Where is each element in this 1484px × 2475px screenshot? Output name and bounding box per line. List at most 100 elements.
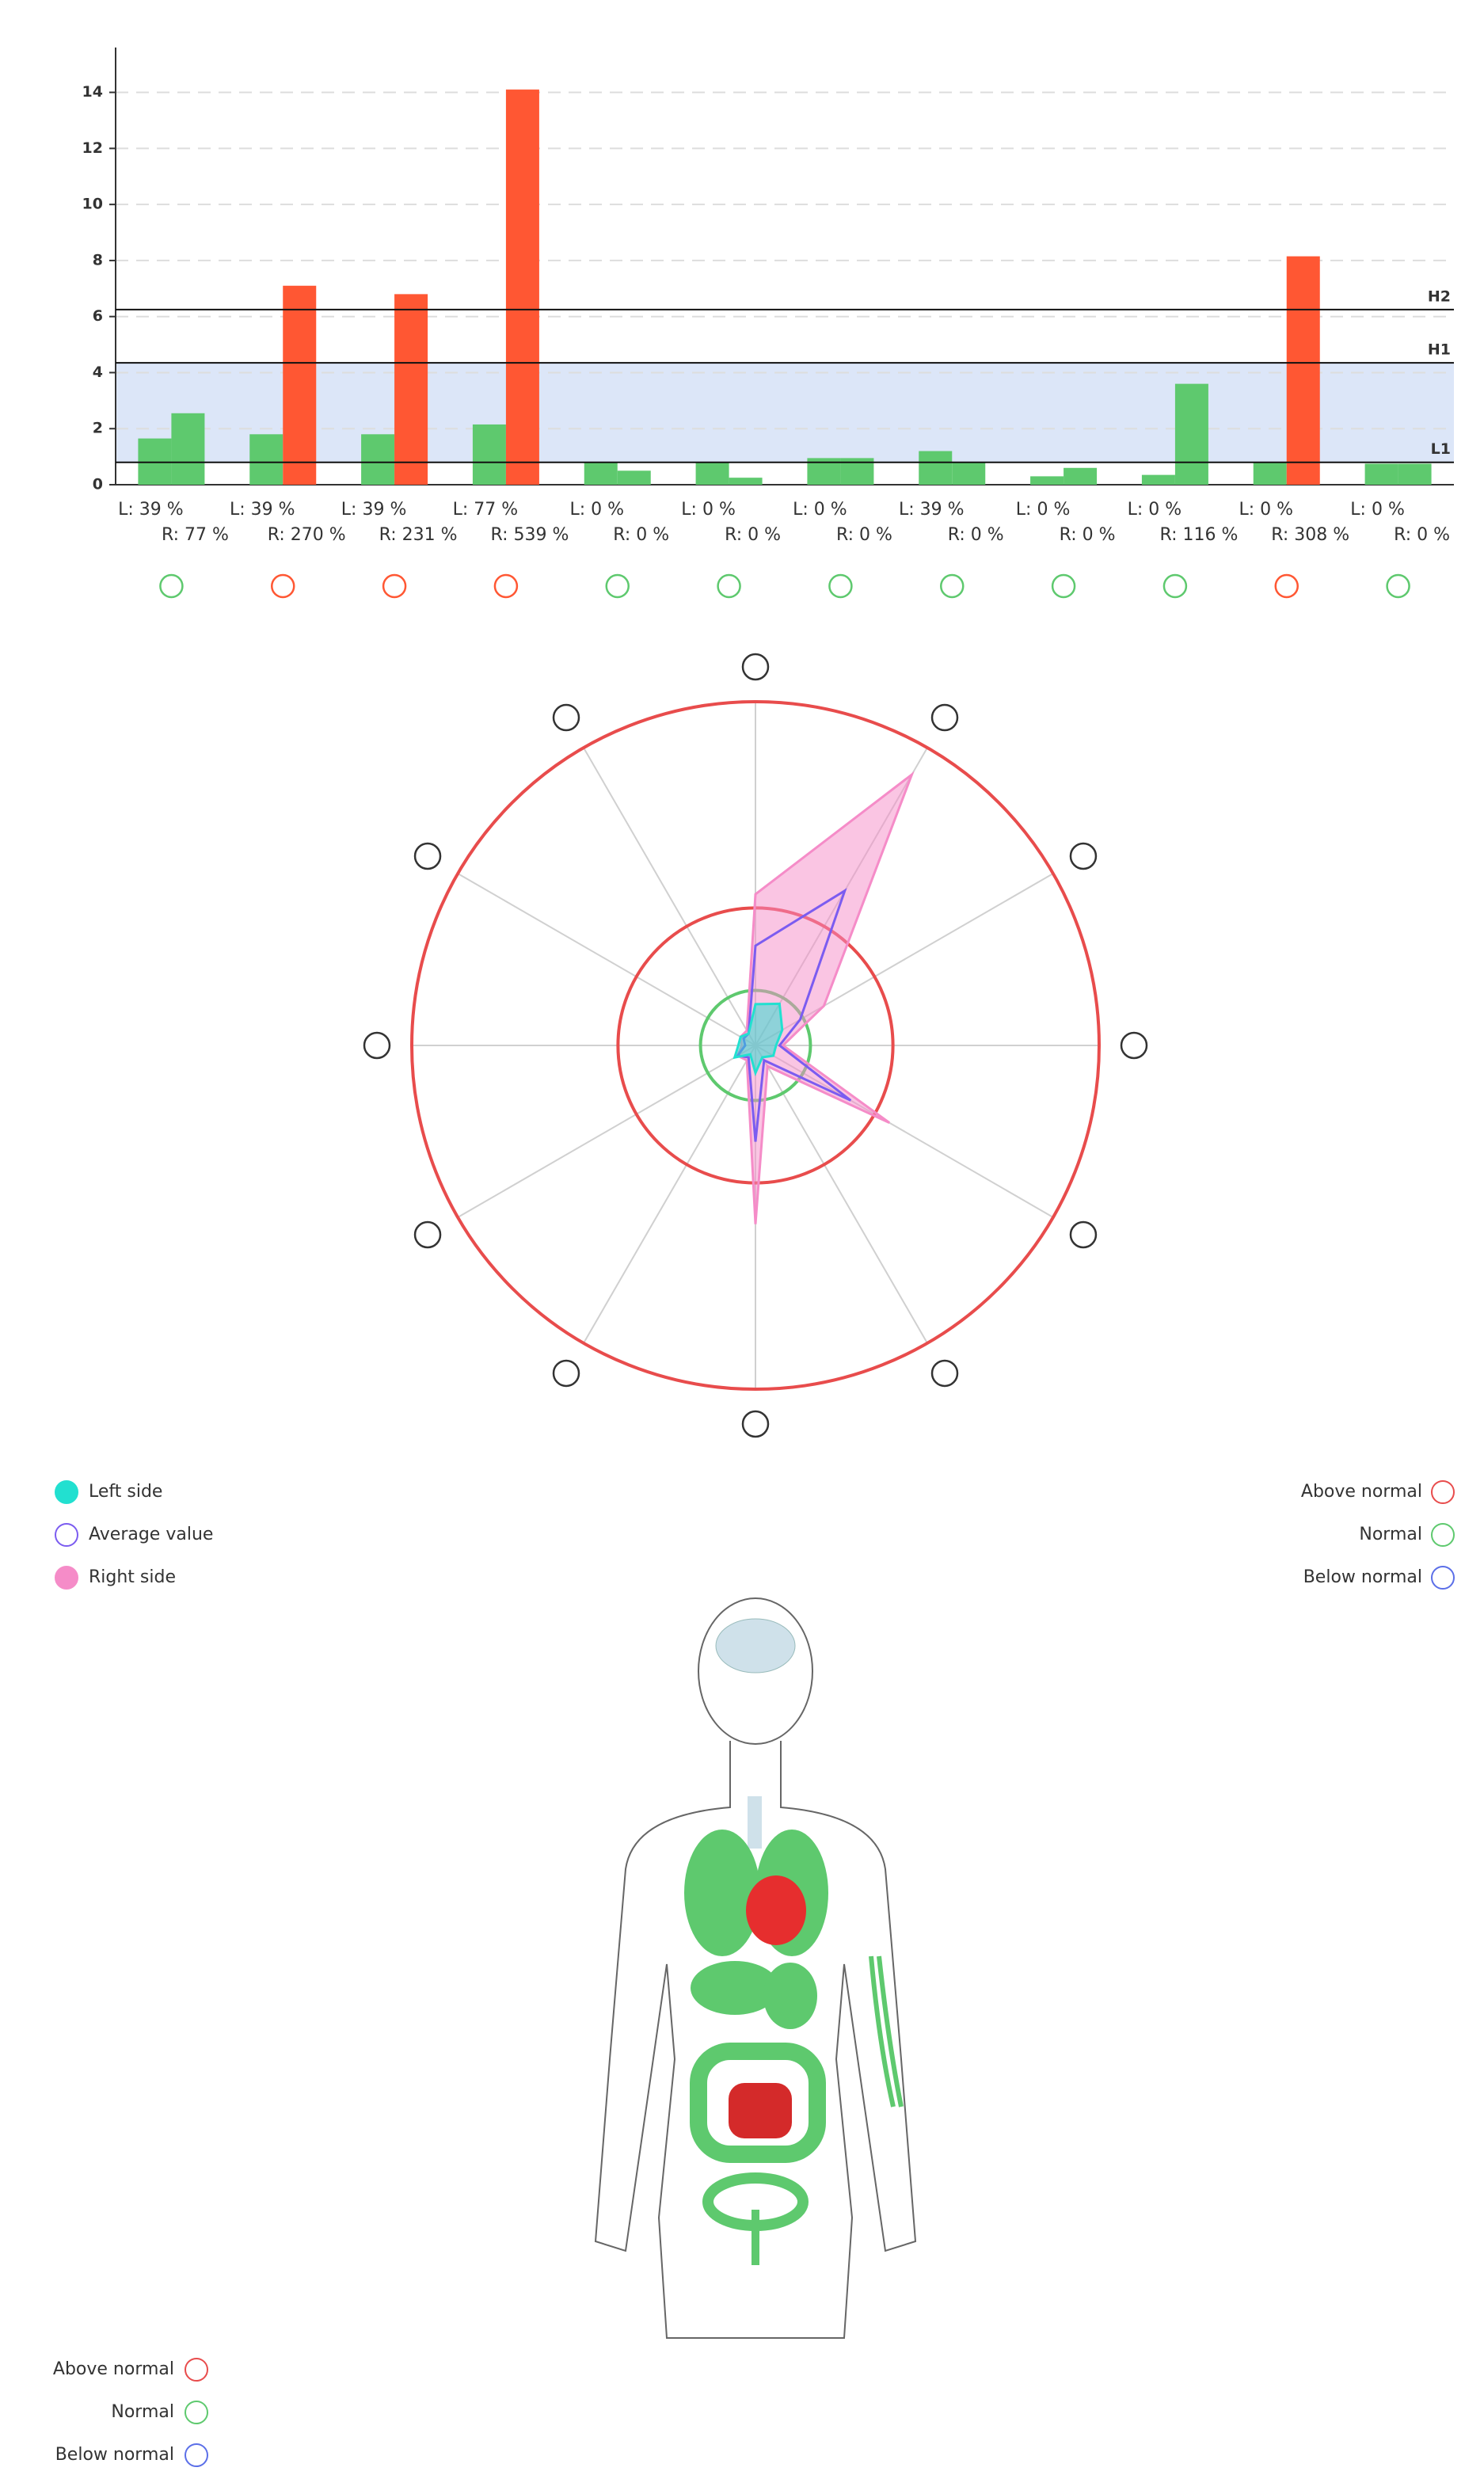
organ-icon bbox=[1121, 1033, 1147, 1058]
spoke bbox=[584, 748, 755, 1045]
stomach bbox=[763, 1963, 817, 2029]
left-annotation: L: 0 % bbox=[793, 500, 847, 520]
status-marker bbox=[1432, 1567, 1454, 1589]
left-lung bbox=[684, 1830, 760, 1956]
right-annotation: R: 539 % bbox=[490, 525, 569, 545]
left-bar bbox=[584, 463, 618, 485]
y-tick-label: 12 bbox=[82, 139, 103, 157]
page: 02468101214L: 39 %R: 77 %L: 39 %R: 270 %… bbox=[0, 0, 1484, 2475]
organ-icon bbox=[160, 575, 182, 597]
legend-label: Right side bbox=[89, 1567, 176, 1587]
organ-icon bbox=[1052, 575, 1075, 597]
organ-icon bbox=[743, 654, 768, 680]
right-bar bbox=[283, 286, 316, 485]
right-bar bbox=[171, 413, 204, 485]
organ-icon bbox=[743, 1411, 768, 1437]
left-annotation: L: 77 % bbox=[453, 500, 519, 520]
right-bar bbox=[729, 478, 763, 485]
organ-icon bbox=[554, 705, 579, 730]
organ-icon bbox=[1071, 1222, 1096, 1247]
left-annotation: L: 0 % bbox=[681, 500, 736, 520]
organ-icon bbox=[829, 575, 851, 597]
right-annotation: R: 231 % bbox=[379, 525, 458, 545]
status-marker bbox=[1432, 1524, 1454, 1546]
right-annotation: R: 0 % bbox=[1060, 525, 1116, 545]
heart bbox=[746, 1875, 806, 1945]
right-bar bbox=[952, 463, 985, 485]
right-annotation: R: 0 % bbox=[725, 525, 781, 545]
body-diagram bbox=[596, 1598, 915, 2338]
right-annotation: R: 0 % bbox=[613, 525, 669, 545]
right-bar bbox=[1398, 463, 1432, 485]
organ-icon bbox=[383, 575, 405, 597]
status-label: Above normal bbox=[53, 2359, 174, 2379]
right-annotation: R: 77 % bbox=[162, 525, 229, 545]
right-bar bbox=[506, 89, 539, 485]
y-tick-label: 14 bbox=[82, 83, 103, 101]
left-annotation: L: 0 % bbox=[1350, 500, 1405, 520]
brain bbox=[716, 1619, 795, 1673]
right-bar bbox=[394, 294, 428, 485]
right-annotation: R: 0 % bbox=[836, 525, 892, 545]
status-marker bbox=[1432, 1481, 1454, 1503]
organ-icon bbox=[1071, 843, 1096, 869]
organ-icon bbox=[415, 1222, 440, 1247]
organ-icon bbox=[554, 1361, 579, 1386]
y-tick-label: 0 bbox=[93, 476, 103, 493]
status-label: Above normal bbox=[1301, 1482, 1422, 1502]
organ-icon bbox=[932, 1361, 957, 1386]
right-bar bbox=[1064, 468, 1097, 485]
left-annotation: L: 39 % bbox=[899, 500, 965, 520]
y-tick-label: 8 bbox=[93, 251, 103, 268]
organ-icon bbox=[415, 843, 440, 869]
legend-marker bbox=[55, 1567, 78, 1589]
legend-marker bbox=[55, 1481, 78, 1503]
left-bar bbox=[1030, 476, 1064, 485]
y-tick-label: 2 bbox=[93, 420, 103, 437]
right-annotation: R: 308 % bbox=[1271, 525, 1349, 545]
left-annotation: L: 0 % bbox=[569, 500, 624, 520]
left-bar bbox=[473, 425, 506, 485]
left-bar bbox=[1142, 475, 1175, 485]
left-bar bbox=[919, 451, 952, 485]
right-bar bbox=[1287, 257, 1320, 485]
right-bar bbox=[1175, 384, 1208, 485]
status-label: Below normal bbox=[55, 2445, 174, 2465]
dashboard: 02468101214L: 39 %R: 77 %L: 39 %R: 270 %… bbox=[0, 0, 1484, 2475]
organ-icon bbox=[1164, 575, 1186, 597]
organ-icon bbox=[718, 575, 740, 597]
status-marker bbox=[185, 2444, 207, 2466]
status-marker bbox=[185, 2401, 207, 2424]
left-bar bbox=[249, 434, 283, 485]
left-annotation: L: 39 % bbox=[230, 500, 295, 520]
status-label: Normal bbox=[1359, 1525, 1422, 1544]
right-bar bbox=[618, 470, 651, 485]
y-tick-label: 6 bbox=[93, 307, 103, 325]
status-label: Normal bbox=[111, 2402, 174, 2422]
reference-label: H1 bbox=[1428, 341, 1451, 359]
reference-label: H2 bbox=[1428, 287, 1451, 305]
organ-icon bbox=[495, 575, 517, 597]
organ-icon bbox=[932, 705, 957, 730]
left-bar bbox=[1254, 463, 1287, 485]
organ-icon bbox=[272, 575, 294, 597]
organ-icon bbox=[941, 575, 963, 597]
legend-marker bbox=[55, 1524, 78, 1546]
y-tick-label: 4 bbox=[93, 364, 103, 381]
left-annotation: L: 39 % bbox=[118, 500, 184, 520]
left-annotation: L: 39 % bbox=[341, 500, 407, 520]
left-bar bbox=[696, 463, 729, 485]
left-bar bbox=[361, 434, 394, 485]
left-bar bbox=[1365, 463, 1398, 485]
right-annotation: R: 116 % bbox=[1159, 525, 1238, 545]
left-annotation: L: 0 % bbox=[1128, 500, 1182, 520]
spoke bbox=[584, 1045, 755, 1343]
legend-label: Left side bbox=[89, 1482, 162, 1502]
reference-label: L1 bbox=[1431, 440, 1451, 458]
legend-label: Average value bbox=[89, 1525, 213, 1544]
intestine bbox=[729, 2083, 792, 2138]
left-annotation: L: 0 % bbox=[1016, 500, 1071, 520]
left-annotation: L: 0 % bbox=[1239, 500, 1293, 520]
organ-icon bbox=[1387, 575, 1410, 597]
spoke bbox=[458, 874, 755, 1045]
